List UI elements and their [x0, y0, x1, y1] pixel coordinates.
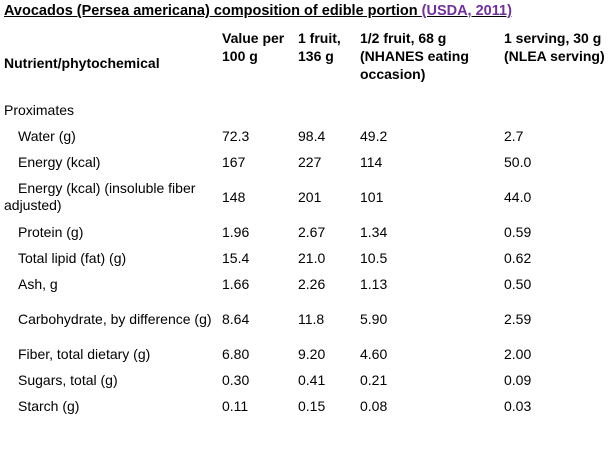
section-label: Proximates [4, 101, 75, 118]
nutrient-name-cell: Carbohydrate, by difference (g) [18, 310, 212, 327]
value-half-fruit-cell: 0.21 [360, 371, 388, 388]
nutrient-name-cell: Energy (kcal) (insoluble fiber adjusted) [4, 180, 196, 213]
value-one-serving-cell: 0.09 [504, 371, 532, 388]
header-nutrient: Nutrient/phytochemical [4, 55, 160, 71]
value-half-fruit-cell: 10.5 [360, 249, 388, 266]
table-row: Ash, g 1.66 2.26 1.13 0.50 [0, 271, 612, 297]
value-per-100g-cell: 6.80 [222, 345, 250, 362]
value-one-serving-cell: 0.03 [504, 397, 532, 414]
table-row: Fiber, total dietary (g) 6.80 9.20 4.60 2.00 [0, 341, 612, 367]
value-one-serving-cell: 2.00 [504, 345, 532, 362]
value-half-fruit-cell: 114 [360, 153, 383, 170]
value-one-fruit-cell: 227 [298, 153, 322, 170]
value-half-fruit-cell: 1.13 [360, 275, 388, 292]
header-half-fruit: 1/2 fruit, 68 g (NHANES eating occasion) [360, 30, 469, 82]
value-one-fruit-cell: 201 [298, 188, 322, 205]
nutrient-table: Nutrient/phytochemical Value per 100 g 1… [0, 26, 612, 419]
value-one-serving-cell: 2.59 [504, 310, 532, 327]
table-row: Energy (kcal) 167 227 114 50.0 [0, 149, 612, 175]
value-one-serving-cell: 50.0 [504, 153, 532, 170]
value-one-fruit-cell: 11.8 [298, 310, 325, 327]
title-text: Avocados (Persea americana) composition … [4, 3, 422, 19]
value-per-100g-cell: 15.4 [222, 249, 250, 266]
nutrient-name-cell: Water (g) [18, 127, 76, 144]
value-half-fruit-cell: 4.60 [360, 345, 388, 362]
nutrient-name-cell: Fiber, total dietary (g) [18, 345, 151, 362]
value-one-fruit-cell: 21.0 [298, 249, 326, 266]
value-half-fruit-cell: 5.90 [360, 310, 388, 327]
value-half-fruit-cell: 0.08 [360, 397, 388, 414]
value-half-fruit-cell: 1.34 [360, 223, 388, 240]
value-half-fruit-cell: 49.2 [360, 127, 388, 144]
header-one-serving: 1 serving, 30 g (NLEA serving) [504, 30, 605, 64]
nutrient-name-cell: Starch (g) [18, 397, 80, 414]
nutrient-name-cell: Total lipid (fat) (g) [18, 249, 127, 266]
value-one-serving-cell: 0.62 [504, 249, 532, 266]
table-row: Water (g) 72.3 98.4 49.2 2.7 [0, 123, 612, 149]
section-row: Proximates [0, 97, 612, 123]
value-one-serving-cell: 2.7 [504, 127, 524, 144]
table-row: Total lipid (fat) (g) 15.4 21.0 10.5 0.62 [0, 245, 612, 271]
value-one-serving-cell: 0.50 [504, 275, 532, 292]
header-one-fruit: 1 fruit, 136 g [298, 30, 341, 64]
value-one-fruit-cell: 0.15 [298, 397, 326, 414]
table-row: Protein (g) 1.96 2.67 1.34 0.59 [0, 219, 612, 245]
nutrient-name-cell: Energy (kcal) [18, 153, 101, 170]
title-citation-link[interactable]: (USDA, 2011) [421, 3, 512, 19]
value-per-100g-cell: 72.3 [222, 127, 250, 144]
value-one-fruit-cell: 2.26 [298, 275, 326, 292]
table-row: Carbohydrate, by difference (g) 8.64 11.8 5… [0, 297, 612, 341]
value-one-fruit-cell: 9.20 [298, 345, 326, 362]
value-one-fruit-cell: 0.41 [298, 371, 326, 388]
table-row: Energy (kcal) (insoluble fiber adjusted)… [0, 175, 612, 219]
value-per-100g-cell: 0.30 [222, 371, 250, 388]
table-title: Avocados (Persea americana) composition … [4, 3, 512, 19]
nutrient-name-cell: Protein (g) [18, 223, 84, 240]
value-per-100g-cell: 1.66 [222, 275, 250, 292]
table-body: Proximates Water (g) 72.3 98.4 49.2 2.7 Energ… [0, 97, 612, 419]
table-row: Sugars, total (g) 0.30 0.41 0.21 0.09 [0, 367, 612, 393]
value-per-100g-cell: 0.11 [222, 397, 249, 414]
value-half-fruit-cell: 101 [360, 188, 384, 205]
header-row: Nutrient/phytochemical Value per 100 g 1… [0, 26, 612, 97]
table-row: Starch (g) 0.11 0.15 0.08 0.03 [0, 393, 612, 419]
value-per-100g-cell: 8.64 [222, 310, 250, 327]
value-per-100g-cell: 148 [222, 188, 246, 205]
value-per-100g-cell: 1.96 [222, 223, 250, 240]
value-one-serving-cell: 44.0 [504, 188, 532, 205]
value-one-serving-cell: 0.59 [504, 223, 532, 240]
nutrient-name-cell: Ash, g [18, 275, 58, 292]
value-per-100g-cell: 167 [222, 153, 246, 170]
value-one-fruit-cell: 98.4 [298, 127, 326, 144]
nutrient-name-cell: Sugars, total (g) [18, 371, 118, 388]
value-one-fruit-cell: 2.67 [298, 223, 326, 240]
header-per-100g: Value per 100 g [222, 30, 285, 64]
